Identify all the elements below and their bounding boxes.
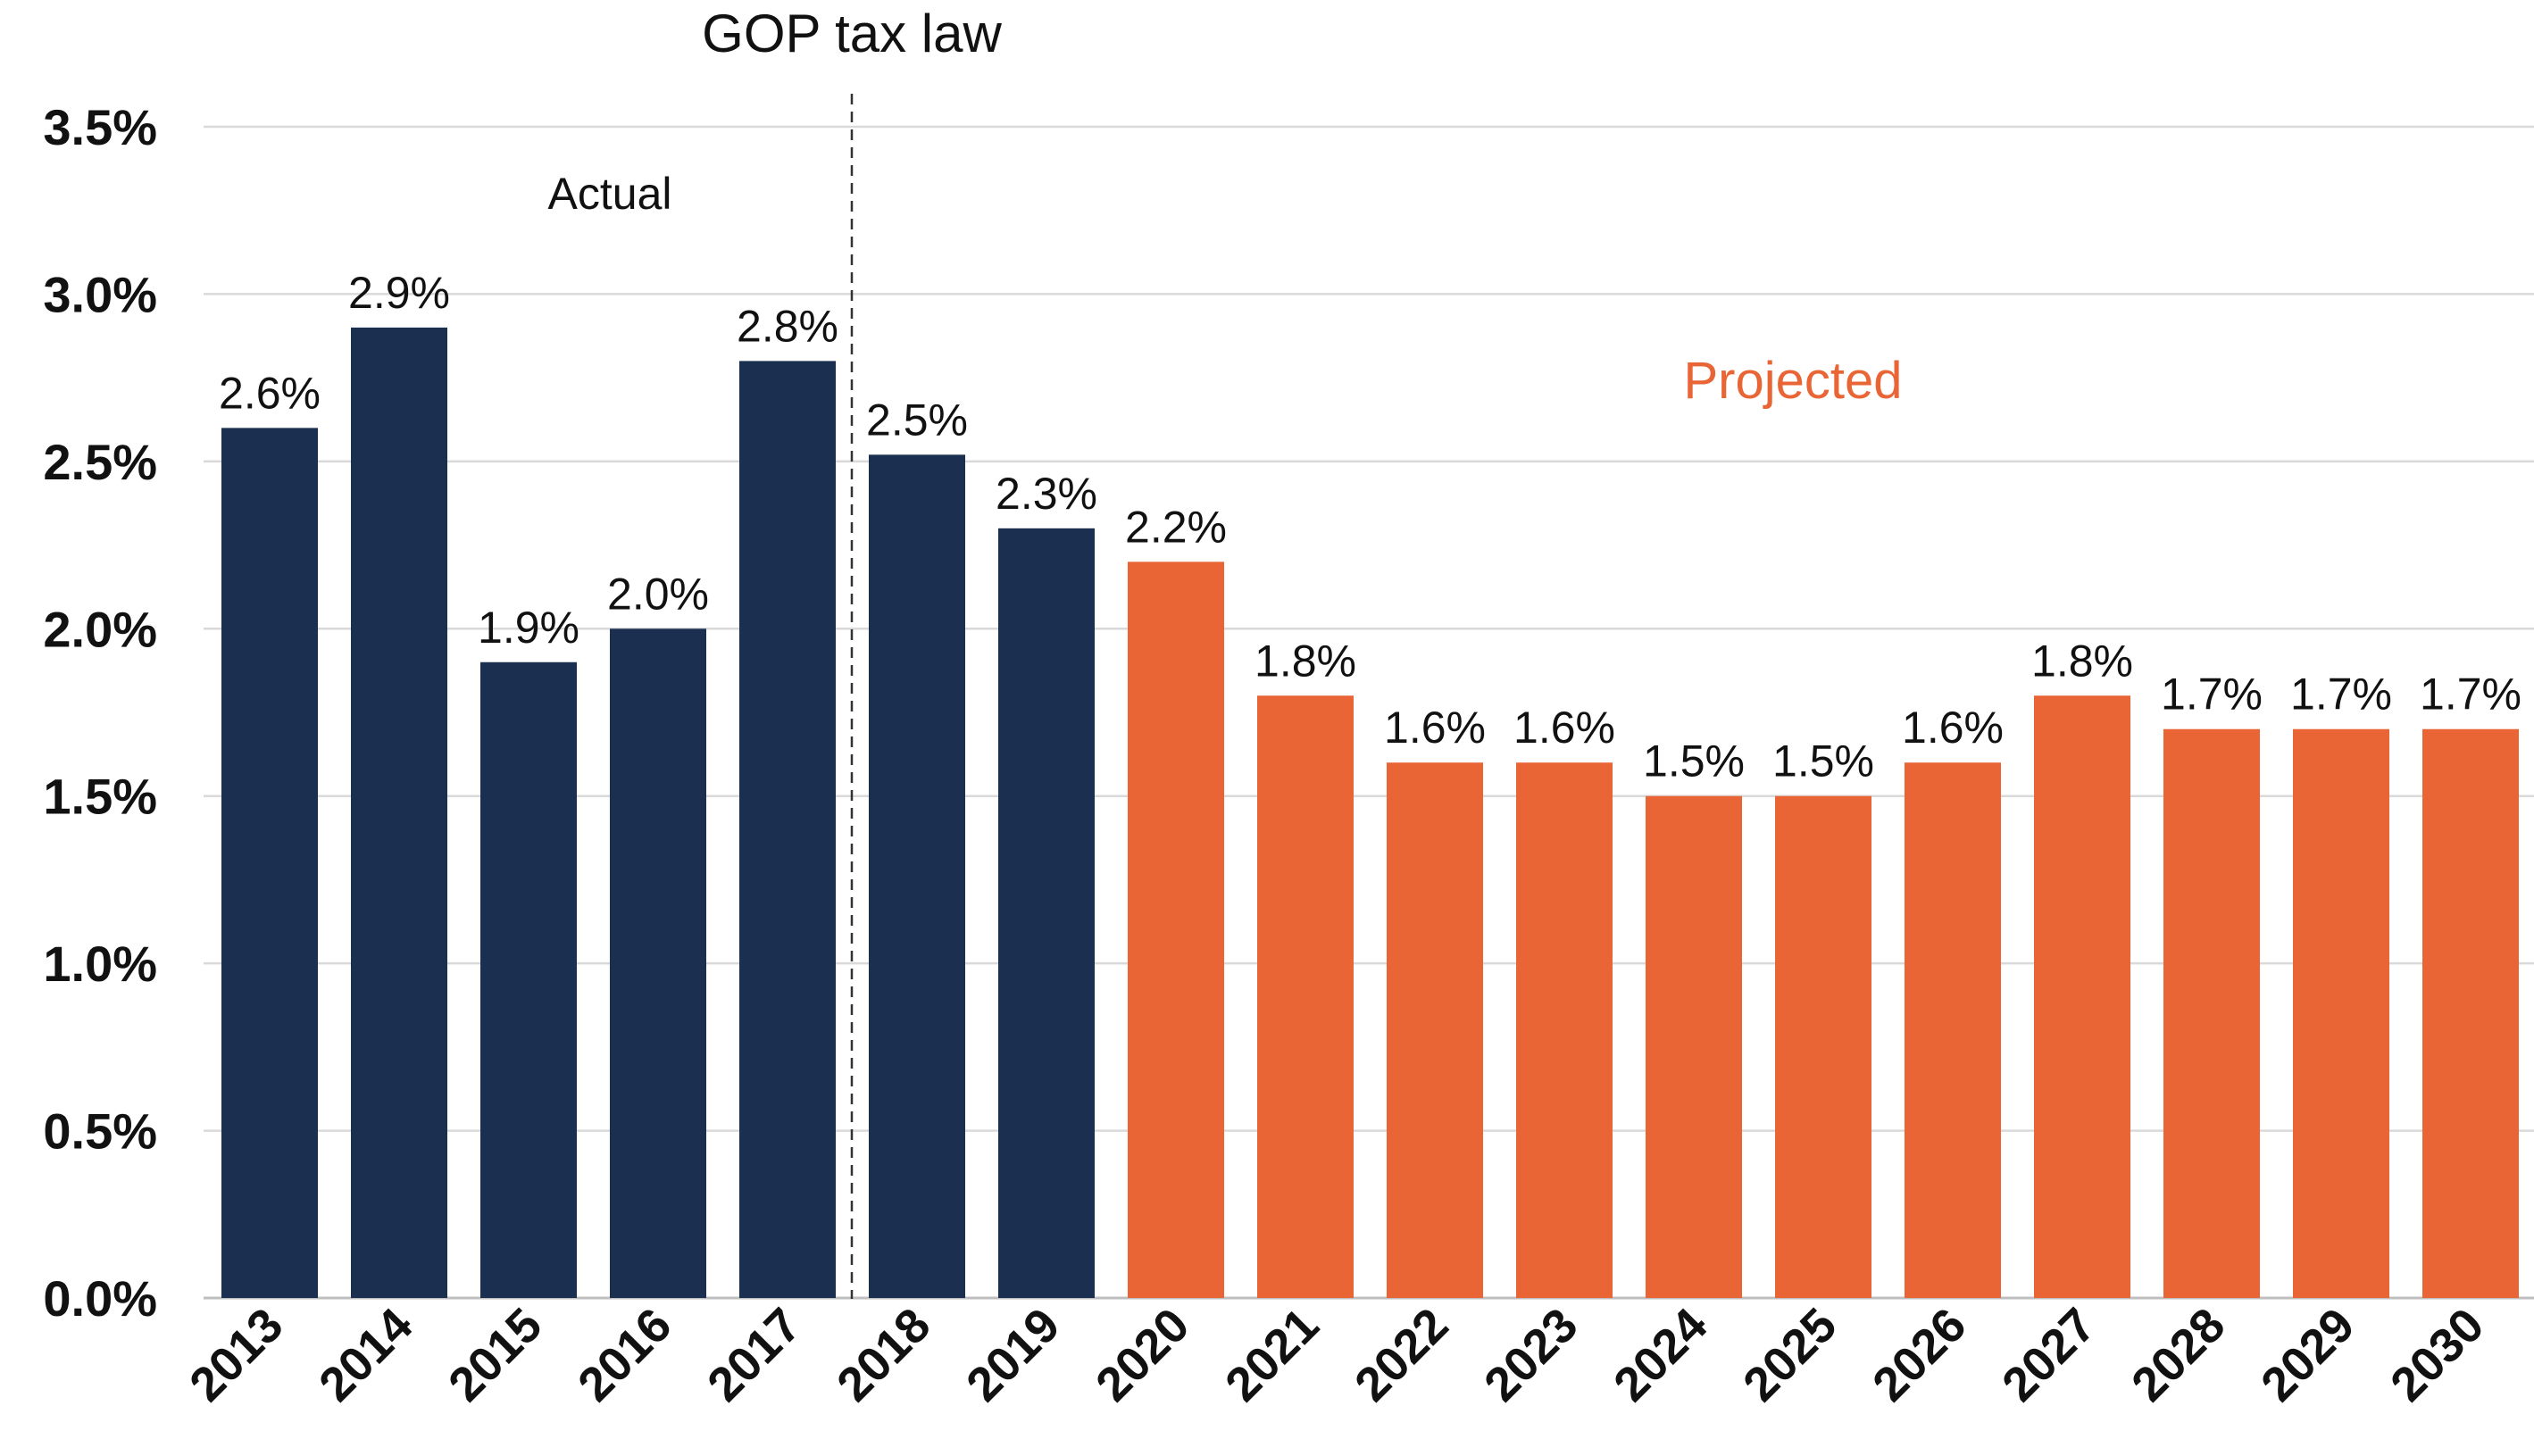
x-tick-label-2022: 2022 xyxy=(1345,1298,1458,1411)
y-tick-label: 2.5% xyxy=(43,434,157,490)
x-tick-label-2015: 2015 xyxy=(438,1298,552,1411)
x-tick-label-2025: 2025 xyxy=(1733,1298,1846,1411)
y-axis: 0.0% 0.5% 1.0% 1.5% 2.0% 2.5% 3.0% 3.5% xyxy=(43,99,157,1327)
bar-2025 xyxy=(1775,795,1871,1298)
value-label-2022: 1.6% xyxy=(1384,703,1486,753)
gridlines xyxy=(204,125,2534,1300)
bar-2020 xyxy=(1128,562,1224,1298)
value-label-2028: 1.7% xyxy=(2161,670,2263,720)
x-tick-label-2026: 2026 xyxy=(1863,1298,1976,1411)
x-tick-label-2014: 2014 xyxy=(309,1298,422,1411)
x-tick-label-2019: 2019 xyxy=(956,1298,1070,1411)
x-tick-label-2020: 2020 xyxy=(1086,1298,1199,1411)
bar-2024 xyxy=(1646,795,1742,1298)
value-label-2027: 1.8% xyxy=(2031,636,2133,686)
bar-2013 xyxy=(221,428,318,1298)
y-tick-label: 0.5% xyxy=(43,1103,157,1160)
x-tick-label-2013: 2013 xyxy=(179,1298,293,1411)
value-label-2020: 2.2% xyxy=(1125,502,1227,552)
value-label-2018: 2.5% xyxy=(866,395,968,445)
projected-label: Projected xyxy=(1683,352,1902,410)
bar-2030 xyxy=(2422,728,2519,1298)
bar-2016 xyxy=(610,628,706,1298)
value-label-2024: 1.5% xyxy=(1643,736,1745,786)
x-tick-label-2028: 2028 xyxy=(2121,1298,2235,1411)
bar-2021 xyxy=(1257,695,1354,1298)
value-label-2017: 2.8% xyxy=(737,301,838,351)
value-label-2023: 1.6% xyxy=(1513,703,1615,753)
bar-2018 xyxy=(869,454,965,1298)
x-tick-label-2018: 2018 xyxy=(827,1298,940,1411)
x-tick-label-2021: 2021 xyxy=(1215,1298,1329,1411)
y-tick-label: 3.0% xyxy=(43,266,157,322)
bar-2029 xyxy=(2293,728,2389,1298)
y-tick-label: 0.0% xyxy=(43,1270,157,1327)
value-label-2030: 1.7% xyxy=(2420,670,2521,720)
bars xyxy=(221,327,2519,1298)
x-tick-label-2027: 2027 xyxy=(1992,1298,2105,1411)
bar-2026 xyxy=(1905,762,2001,1298)
y-tick-label: 2.0% xyxy=(43,601,157,657)
value-label-2021: 1.8% xyxy=(1254,636,1356,686)
bar-2028 xyxy=(2163,728,2260,1298)
bar-2017 xyxy=(739,361,836,1298)
x-tick-label-2023: 2023 xyxy=(1474,1298,1588,1411)
x-tick-label-2030: 2030 xyxy=(2380,1298,2494,1411)
value-label-2014: 2.9% xyxy=(348,268,450,318)
value-label-2015: 1.9% xyxy=(478,603,579,653)
tax-law-label: GOP tax law xyxy=(702,4,1002,63)
bar-2015 xyxy=(480,661,577,1298)
value-label-2025: 1.5% xyxy=(1772,736,1874,786)
value-label-2019: 2.3% xyxy=(996,469,1097,519)
bar-2014 xyxy=(351,327,447,1298)
value-label-2029: 1.7% xyxy=(2290,670,2392,720)
bar-2019 xyxy=(998,528,1095,1298)
bar-2027 xyxy=(2034,695,2130,1298)
value-label-2026: 1.6% xyxy=(1902,703,2004,753)
x-tick-label-2029: 2029 xyxy=(2251,1298,2364,1411)
y-tick-label: 1.0% xyxy=(43,936,157,992)
bar-2022 xyxy=(1387,762,1483,1298)
value-labels: 2.6% 2.9% 1.9% 2.0% 2.8% 2.5% 2.3% 2.2% 1.8% 1.6%… xyxy=(219,268,2521,786)
bar-2023 xyxy=(1516,762,1613,1298)
x-tick-label-2024: 2024 xyxy=(1604,1298,1717,1411)
y-tick-label: 1.5% xyxy=(43,769,157,825)
y-tick-label: 3.5% xyxy=(43,99,157,155)
x-tick-label-2016: 2016 xyxy=(568,1298,681,1411)
value-label-2016: 2.0% xyxy=(607,569,709,619)
x-axis: 2013 2014 2015 2016 2017 2018 2019 2020 2021 2022… xyxy=(179,1298,2494,1411)
actual-label: Actual xyxy=(548,169,672,219)
value-label-2013: 2.6% xyxy=(219,368,321,418)
x-tick-label-2017: 2017 xyxy=(697,1298,811,1411)
